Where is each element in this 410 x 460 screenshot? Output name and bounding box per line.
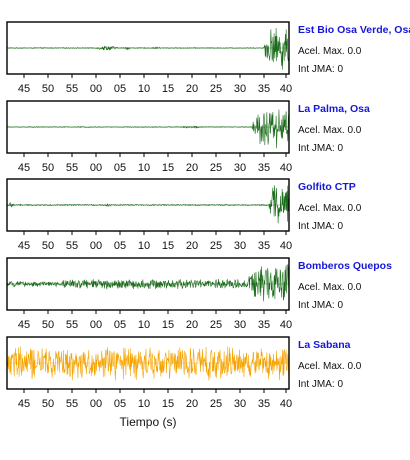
station-max-acceleration: Acel. Max. 0.0 bbox=[298, 361, 362, 372]
x-tick-label: 50 bbox=[42, 398, 54, 410]
x-tick-label: 35 bbox=[258, 319, 270, 331]
x-tick-label: 35 bbox=[258, 240, 270, 252]
panel-frame bbox=[6, 100, 290, 154]
x-tick-label: 35 bbox=[258, 398, 270, 410]
station-panels: 45 50 55 00 05 10 15 20 25 30 35 40 Est Bio Osa Verd… bbox=[6, 21, 410, 410]
x-tick-label: 00 bbox=[90, 83, 102, 95]
x-tick-label: 05 bbox=[114, 319, 126, 331]
waveform-trace bbox=[6, 109, 290, 149]
x-tick-label: 00 bbox=[90, 398, 102, 410]
x-tick-label: 25 bbox=[210, 319, 222, 331]
x-tick-label: 15 bbox=[162, 83, 174, 95]
waveform-trace bbox=[6, 346, 290, 381]
station-name: La Palma, Osa bbox=[298, 103, 370, 115]
waveform-trace bbox=[6, 185, 290, 224]
x-tick-label: 20 bbox=[186, 240, 198, 252]
panel-frame bbox=[6, 257, 290, 311]
x-tick-label: 05 bbox=[114, 83, 126, 95]
x-tick-label: 50 bbox=[42, 240, 54, 252]
x-tick-label: 55 bbox=[66, 162, 78, 174]
station-max-acceleration: Acel. Max. 0.0 bbox=[298, 282, 362, 293]
x-tick-label: 15 bbox=[162, 240, 174, 252]
x-tick-label: 55 bbox=[66, 398, 78, 410]
x-tick-label: 35 bbox=[258, 83, 270, 95]
station-name: Est Bio Osa Verde, Osa bbox=[298, 24, 410, 36]
x-tick-label: 55 bbox=[66, 83, 78, 95]
x-tick-label: 15 bbox=[162, 398, 174, 410]
x-tick-label: 45 bbox=[18, 162, 30, 174]
x-tick-label: 10 bbox=[138, 162, 150, 174]
x-tick-label: 30 bbox=[234, 162, 246, 174]
waveform-trace bbox=[6, 28, 290, 70]
x-tick-label: 40 bbox=[280, 162, 292, 174]
x-tick-label: 10 bbox=[138, 240, 150, 252]
x-tick-label: 25 bbox=[210, 398, 222, 410]
station-max-acceleration: Acel. Max. 0.0 bbox=[298, 125, 362, 136]
station-max-acceleration: Acel. Max. 0.0 bbox=[298, 46, 362, 57]
x-tick-label: 40 bbox=[280, 83, 292, 95]
station-name: Golfito CTP bbox=[298, 181, 356, 193]
panel-frame bbox=[6, 21, 290, 75]
station-panel: 45 50 55 00 05 10 15 20 25 30 35 40 La Sabana Acel. M… bbox=[6, 336, 362, 410]
station-max-acceleration: Acel. Max. 0.0 bbox=[298, 203, 362, 214]
x-tick-label: 45 bbox=[18, 83, 30, 95]
station-jma-intensity: Int JMA: 0 bbox=[298, 379, 343, 390]
x-tick-label: 05 bbox=[114, 162, 126, 174]
x-tick-label: 15 bbox=[162, 162, 174, 174]
station-jma-intensity: Int JMA: 0 bbox=[298, 143, 343, 154]
station-jma-intensity: Int JMA: 0 bbox=[298, 221, 343, 232]
x-tick-label: 25 bbox=[210, 83, 222, 95]
station-panel: 45 50 55 00 05 10 15 20 25 30 35 40 La Palma, Osa Ace… bbox=[6, 100, 370, 174]
panel-frame bbox=[6, 178, 290, 232]
x-tick-label: 30 bbox=[234, 83, 246, 95]
x-tick-label: 05 bbox=[114, 398, 126, 410]
station-name: Bomberos Quepos bbox=[298, 260, 392, 272]
x-tick-label: 25 bbox=[210, 162, 222, 174]
panel-frame bbox=[6, 336, 290, 390]
station-panel: 45 50 55 00 05 10 15 20 25 30 35 40 Est Bio Osa Verd… bbox=[6, 21, 410, 95]
station-panel: 45 50 55 00 05 10 15 20 25 30 35 40 Bomberos Quepos A… bbox=[6, 257, 392, 331]
x-tick-label: 30 bbox=[234, 319, 246, 331]
x-tick-label: 35 bbox=[258, 162, 270, 174]
x-tick-label: 25 bbox=[210, 240, 222, 252]
x-axis-title: Tiempo (s) bbox=[120, 415, 177, 429]
x-tick-label: 40 bbox=[280, 398, 292, 410]
x-tick-label: 20 bbox=[186, 162, 198, 174]
x-tick-label: 10 bbox=[138, 398, 150, 410]
x-tick-label: 20 bbox=[186, 83, 198, 95]
x-tick-label: 15 bbox=[162, 319, 174, 331]
station-name: La Sabana bbox=[298, 339, 351, 351]
x-tick-label: 00 bbox=[90, 319, 102, 331]
x-tick-label: 45 bbox=[18, 319, 30, 331]
x-tick-label: 10 bbox=[138, 83, 150, 95]
station-jma-intensity: Int JMA: 0 bbox=[298, 300, 343, 311]
station-jma-intensity: Int JMA: 0 bbox=[298, 64, 343, 75]
x-tick-label: 45 bbox=[18, 240, 30, 252]
x-tick-label: 55 bbox=[66, 319, 78, 331]
x-tick-label: 40 bbox=[280, 319, 292, 331]
x-tick-label: 55 bbox=[66, 240, 78, 252]
x-tick-label: 30 bbox=[234, 398, 246, 410]
x-tick-label: 10 bbox=[138, 319, 150, 331]
x-tick-label: 00 bbox=[90, 162, 102, 174]
x-tick-label: 30 bbox=[234, 240, 246, 252]
x-tick-label: 20 bbox=[186, 319, 198, 331]
x-tick-label: 50 bbox=[42, 162, 54, 174]
x-tick-label: 00 bbox=[90, 240, 102, 252]
waveform-trace bbox=[6, 264, 290, 302]
x-tick-label: 20 bbox=[186, 398, 198, 410]
station-panel: 45 50 55 00 05 10 15 20 25 30 35 40 Golfito CTP Acel.… bbox=[6, 178, 362, 252]
x-tick-label: 40 bbox=[280, 240, 292, 252]
x-tick-label: 50 bbox=[42, 83, 54, 95]
x-tick-label: 05 bbox=[114, 240, 126, 252]
x-tick-label: 45 bbox=[18, 398, 30, 410]
x-tick-label: 50 bbox=[42, 319, 54, 331]
